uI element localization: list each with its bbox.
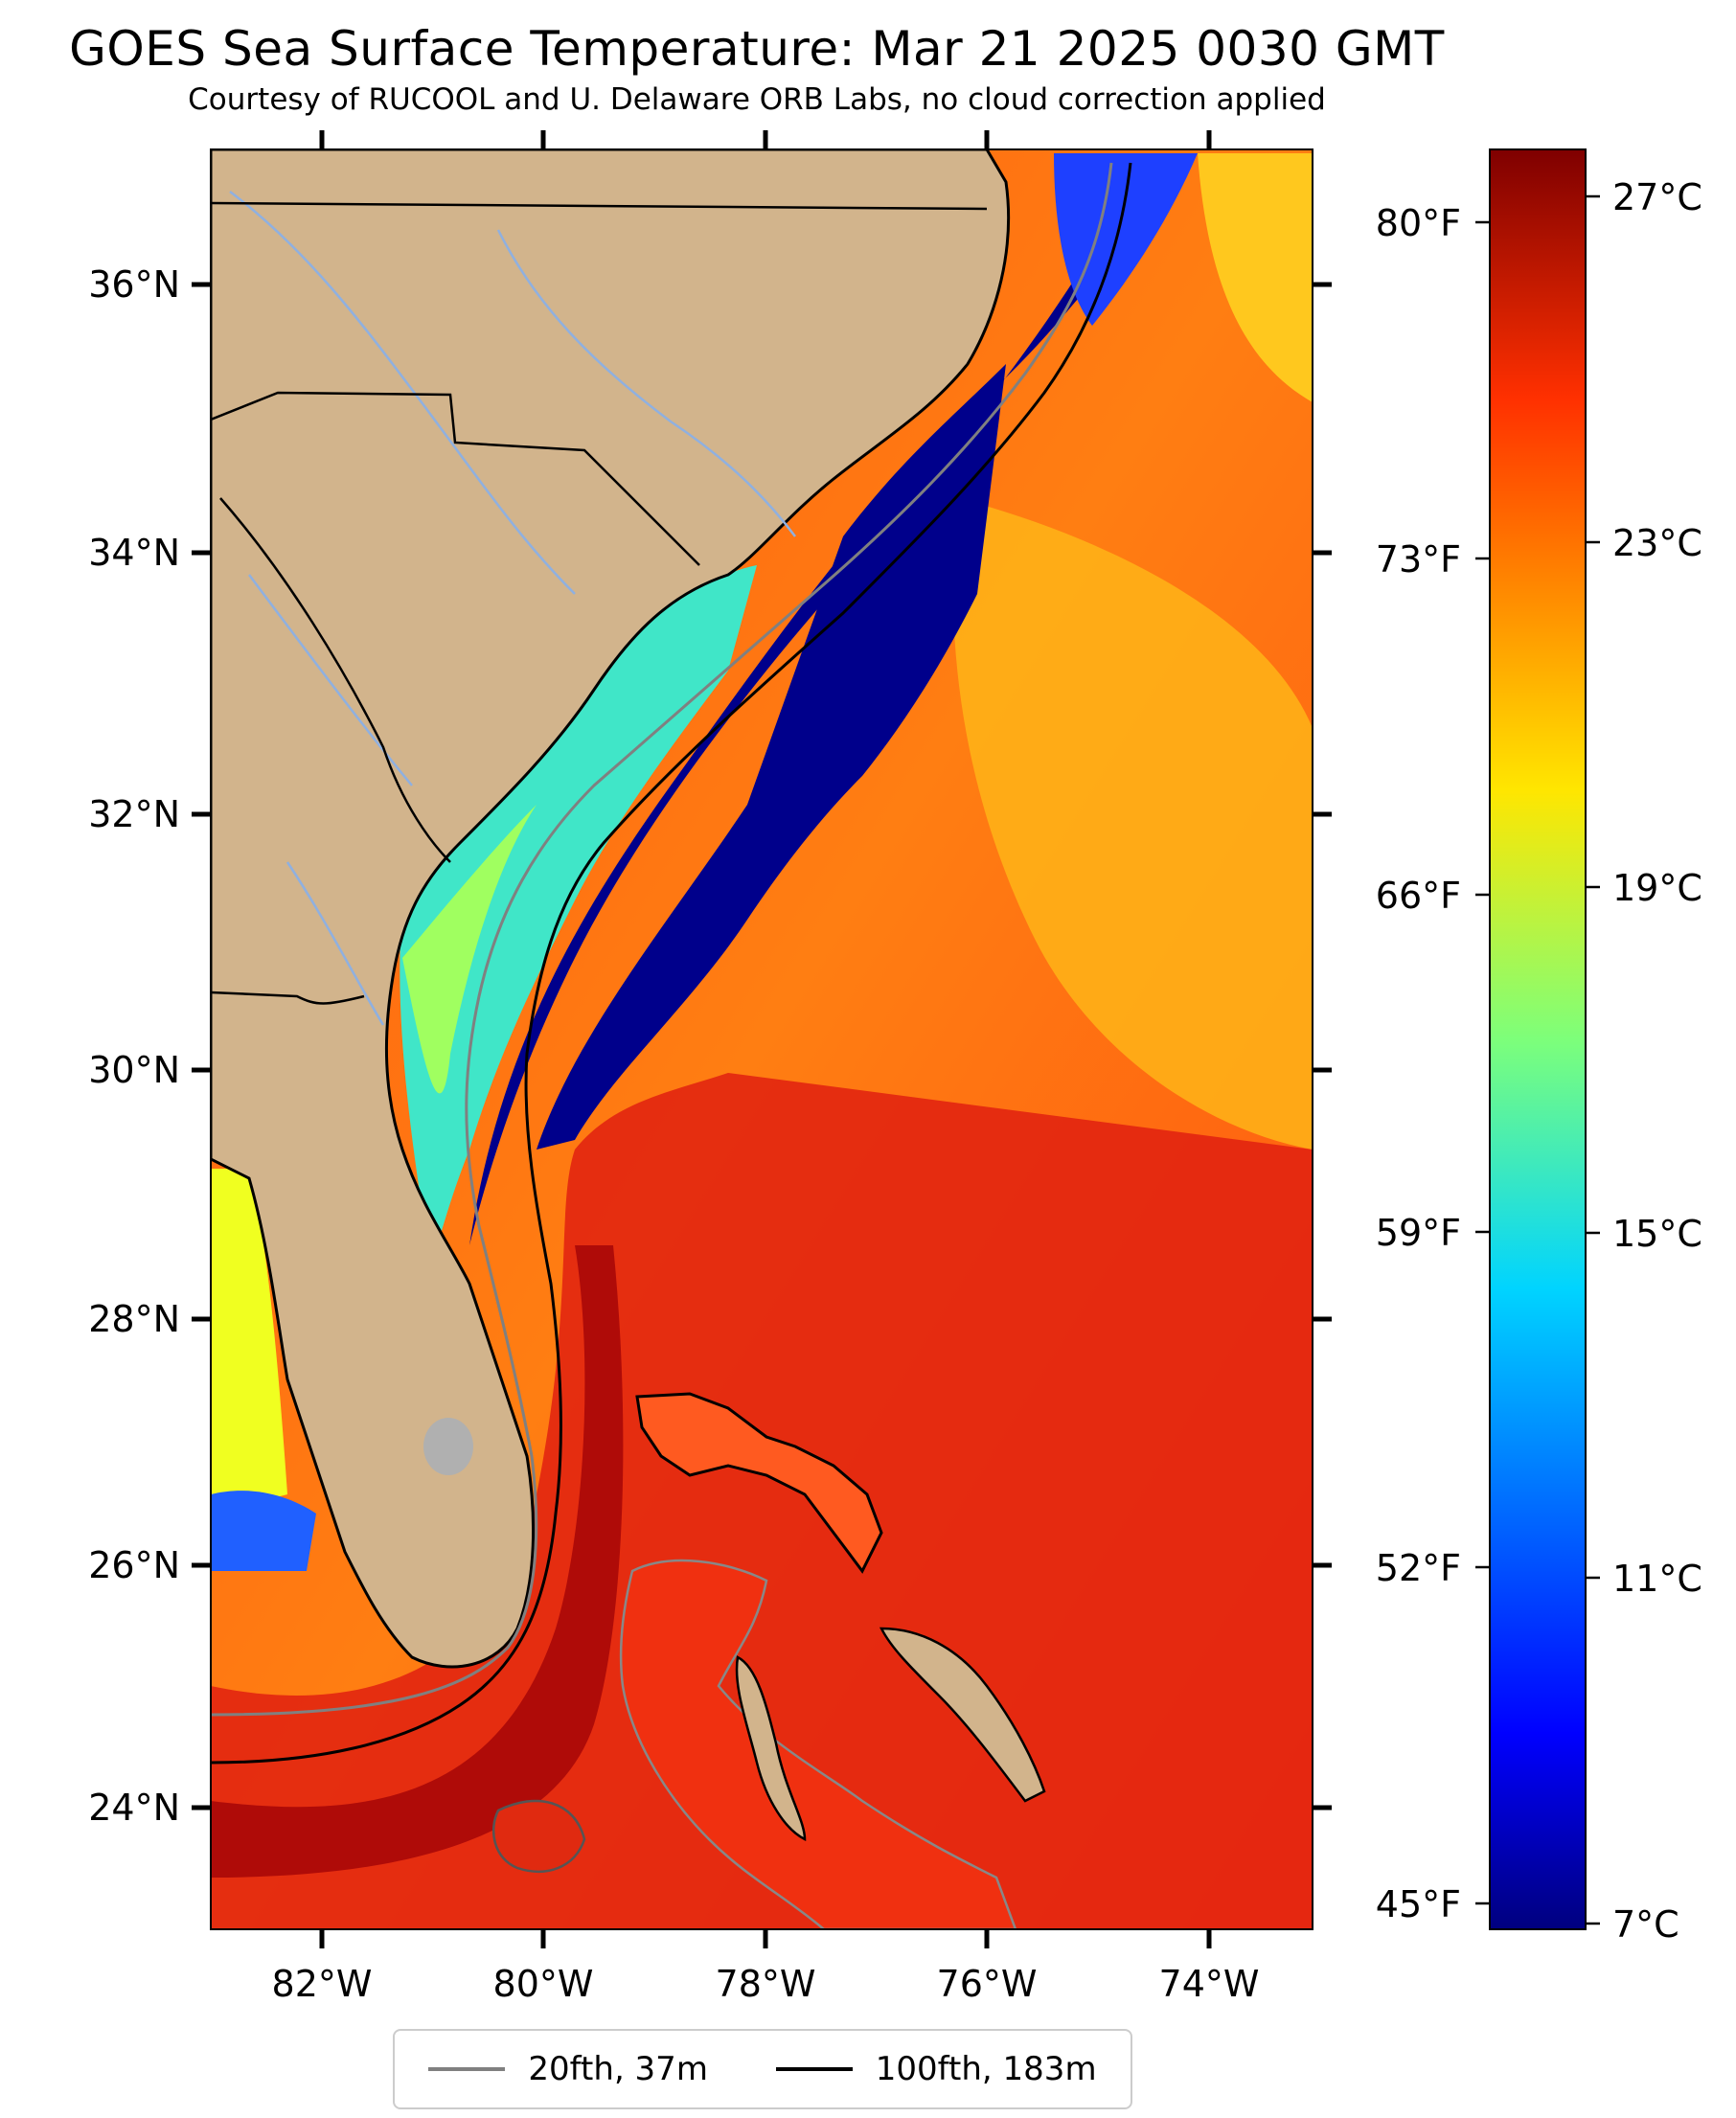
lon-label: 80°W: [493, 1963, 594, 2005]
fahrenheit-label: 73°F: [1376, 538, 1461, 581]
coastal-water: [400, 565, 757, 1264]
river: [229, 191, 576, 595]
fahrenheit-label: 80°F: [1376, 202, 1461, 244]
lon-label: 78°W: [716, 1963, 816, 2005]
lat-label: 30°N: [88, 1049, 180, 1091]
lat-label: 34°N: [88, 532, 180, 574]
legend-swatch-black: [775, 2067, 853, 2071]
warm-eddy-ne: [1198, 153, 1313, 402]
fahrenheit-label: 59°F: [1376, 1212, 1461, 1254]
legend-swatch-grey: [428, 2067, 506, 2071]
legend-label: 20fth, 37m: [528, 2050, 708, 2088]
lon-labels: 82°W 80°W 78°W 76°W 74°W: [272, 1963, 1260, 2005]
fahrenheit-label: 45°F: [1376, 1883, 1461, 1925]
isobath-legend: 20fth, 37m 100fth, 183m: [393, 2029, 1132, 2109]
river: [286, 861, 385, 1026]
lon-label: 82°W: [272, 1963, 373, 2005]
cold-fringe-north: [1054, 153, 1198, 326]
celsius-label: 7°C: [1612, 1903, 1679, 1946]
bahamas-bank-great: [619, 1559, 1017, 1929]
state-border: [219, 497, 451, 863]
cay-sal-bank: [491, 1799, 586, 1873]
lat-label: 26°N: [88, 1544, 180, 1586]
isobath-100fth: [211, 162, 1132, 1765]
colorbar: [1489, 148, 1587, 1930]
river: [496, 229, 796, 537]
warm-eddy-region: [952, 498, 1313, 1150]
cold-shelf-water-2: [537, 364, 1006, 1150]
gulf-coast-yellow: [211, 1169, 287, 1514]
lat-labels: 36°N 34°N 32°N 30°N 28°N 26°N 24°N: [88, 263, 180, 1829]
fahrenheit-label: 52°F: [1376, 1547, 1461, 1589]
legend-label: 100fth, 183m: [875, 2050, 1097, 2088]
gulf-stream-core: [211, 1245, 624, 1878]
lon-label: 76°W: [937, 1963, 1038, 2005]
sst-map[interactable]: [211, 149, 1313, 1929]
land-southeast-us: [211, 149, 1011, 1669]
coastal-green: [402, 805, 537, 1094]
lake-okeechobee: [423, 1418, 473, 1475]
lat-label: 24°N: [88, 1787, 180, 1829]
lon-major-ticks: [319, 130, 1212, 1948]
state-border: [211, 201, 988, 211]
lon-label: 74°W: [1159, 1963, 1260, 2005]
lat-label: 36°N: [88, 263, 180, 306]
eleuthera-exuma: [879, 1627, 1046, 1803]
celsius-label: 27°C: [1612, 176, 1702, 218]
river: [248, 574, 413, 786]
colorbar-celsius-labels: 27°C 23°C 19°C 15°C 11°C 7°C: [1612, 176, 1702, 1946]
celsius-label: 11°C: [1612, 1558, 1702, 1600]
fahrenheit-label: 66°F: [1376, 875, 1461, 917]
gulf-coast-blue: [211, 1491, 316, 1571]
colorbar-ticks: [1475, 194, 1600, 1925]
map-subtitle: Courtesy of RUCOOL and U. Delaware ORB L…: [188, 82, 1326, 117]
map-frame: [210, 148, 1313, 1930]
colorbar-fahrenheit-labels: 80°F 73°F 66°F 59°F 52°F 45°F: [1376, 202, 1461, 1925]
legend-item-20fth: 20fth, 37m: [428, 2050, 708, 2088]
celsius-label: 19°C: [1612, 867, 1702, 909]
legend-item-100fth: 100fth, 183m: [775, 2050, 1097, 2088]
celsius-label: 15°C: [1612, 1213, 1702, 1255]
state-border: [211, 391, 700, 566]
lat-major-ticks: [192, 282, 1332, 1811]
lat-label: 28°N: [88, 1298, 180, 1340]
celsius-label: 23°C: [1612, 522, 1702, 564]
isobath-20fth: [211, 162, 1113, 1717]
map-title: GOES Sea Surface Temperature: Mar 21 202…: [69, 21, 1445, 77]
lat-label: 32°N: [88, 793, 180, 835]
gulf-stream: [211, 1073, 1313, 1929]
state-border: [211, 991, 365, 1005]
bahamas-bank-little: [635, 1392, 883, 1574]
andros-island: [735, 1655, 807, 1842]
